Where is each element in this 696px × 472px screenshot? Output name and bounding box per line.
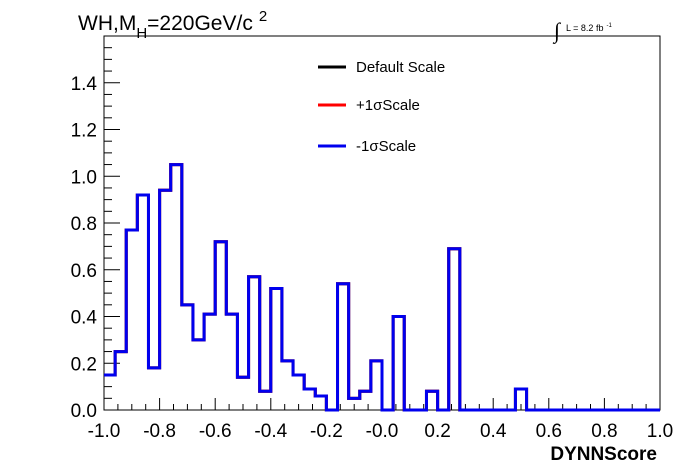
- luminosity-text: L = 8.2 fb: [566, 23, 603, 33]
- x-tick-label: -0.2: [310, 421, 343, 442]
- series-line-2: [104, 163, 660, 412]
- x-tick-label: -1.0: [88, 421, 121, 442]
- x-tick-label: -0.4: [254, 421, 287, 442]
- y-axis: 0.0 0.2 0.4 0.6 0.8 1.0 1.2 1.4: [71, 35, 120, 422]
- luminosity-label: L = 8.2 fb -1: [566, 23, 612, 33]
- luminosity-superscript: -1: [606, 23, 612, 29]
- x-tick-label: 0.8: [591, 421, 617, 442]
- chart-title: WH,MH=220GeV/c 2: [78, 8, 267, 42]
- plot-frame: [103, 35, 661, 411]
- legend-label-1: +1σScale: [356, 97, 420, 114]
- series-layer: [104, 163, 660, 412]
- title-main: WH,M: [78, 12, 136, 35]
- y-tick-label: 1.4: [71, 74, 98, 95]
- y-tick-label: 1.2: [71, 121, 97, 142]
- x-tick-label: 0.4: [480, 421, 507, 442]
- x-axis-label: DYNNScore: [550, 444, 657, 465]
- y-tick-label: 0.4: [71, 308, 98, 329]
- x-tick-label: 0.6: [536, 421, 562, 442]
- x-tick-label: -0.0: [366, 421, 399, 442]
- x-tick-label: -0.6: [199, 421, 232, 442]
- y-tick-label: 0.2: [71, 354, 97, 375]
- y-tick-label: 0.8: [71, 214, 97, 235]
- x-tick-label: -0.8: [143, 421, 176, 442]
- y-tick-label: 1.0: [71, 167, 97, 188]
- title-rest: =220GeV/c: [147, 12, 253, 35]
- x-axis: -1.0 -0.8 -0.6 -0.4 -0.2 -0.0 0.2 0.4 0.6 0.8 1.0: [88, 398, 673, 442]
- title-superscript: 2: [259, 8, 267, 25]
- legend-label-0: Default Scale: [356, 59, 445, 76]
- legend-label-2: -1σScale: [356, 138, 416, 155]
- legend: Default Scale +1σScale -1σScale: [318, 59, 445, 155]
- y-tick-label: 0.0: [71, 401, 97, 422]
- y-tick-label: 0.6: [71, 261, 97, 282]
- x-tick-label: 0.2: [424, 421, 450, 442]
- x-tick-label: 1.0: [647, 421, 673, 442]
- title-subscript: H: [136, 25, 147, 42]
- luminosity-integral: ∫: [552, 18, 562, 44]
